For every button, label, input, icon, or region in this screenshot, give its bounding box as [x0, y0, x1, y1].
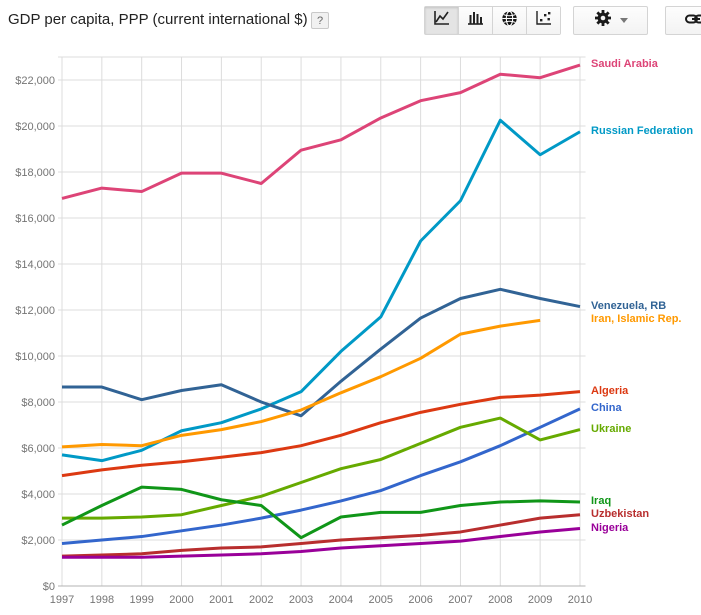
x-tick-label: 2006 — [408, 594, 432, 606]
legend-label-saudi-arabia[interactable]: Saudi Arabia — [591, 58, 658, 71]
legend-label-ukraine[interactable]: Ukraine — [591, 422, 632, 435]
x-tick-label: 1998 — [90, 594, 114, 606]
y-tick-label: $2,000 — [21, 535, 55, 547]
y-tick-label: $14,000 — [15, 259, 55, 271]
globe-icon — [501, 10, 518, 32]
series-line-venezuela-rb[interactable] — [62, 287, 581, 418]
settings-button[interactable] — [573, 6, 648, 35]
series-line-iran-islamic-rep[interactable] — [61, 318, 541, 449]
link-icon — [685, 12, 701, 30]
y-tick-label: $12,000 — [15, 305, 55, 317]
legend-label-uzbekistan[interactable]: Uzbekistan — [591, 507, 650, 520]
x-tick-label: 2007 — [448, 594, 472, 606]
x-tick-label: 2004 — [329, 594, 353, 606]
x-tick-label: 1999 — [129, 594, 153, 606]
x-tick-label: 2002 — [249, 594, 273, 606]
y-tick-label: $6,000 — [21, 443, 55, 455]
toolbar — [0, 6, 701, 36]
page-title: GDP per capita, PPP (current internation… — [8, 11, 308, 28]
legend-label-algeria[interactable]: Algeria — [591, 384, 629, 397]
y-tick-label: $4,000 — [21, 489, 55, 501]
legend-label-iraq[interactable]: Iraq — [591, 495, 612, 508]
help-button[interactable]: ? — [311, 12, 329, 29]
x-tick-label: 2005 — [369, 594, 393, 606]
bar-chart-button[interactable] — [458, 7, 492, 34]
chart-type-button-group — [424, 6, 561, 35]
x-tick-label: 2009 — [528, 594, 552, 606]
series-line-uzbekistan[interactable] — [61, 513, 581, 558]
x-tick-label: 2001 — [209, 594, 233, 606]
link-button[interactable] — [665, 6, 701, 35]
y-tick-label: $20,000 — [15, 121, 55, 133]
line-chart-button[interactable] — [425, 7, 458, 34]
y-tick-label: $10,000 — [15, 351, 55, 363]
series-line-russian-federation[interactable] — [61, 118, 581, 463]
legend-label-russian-federation[interactable]: Russian Federation — [591, 124, 694, 137]
y-tick-label: $8,000 — [21, 397, 55, 409]
x-tick-label: 2003 — [289, 594, 313, 606]
x-tick-label: 2010 — [568, 594, 592, 606]
y-tick-label: $22,000 — [15, 75, 55, 87]
x-tick-label: 1997 — [50, 594, 74, 606]
series-line-saudi-arabia[interactable] — [61, 63, 581, 200]
legend-label-china[interactable]: China — [591, 401, 622, 414]
series-line-nigeria[interactable] — [62, 527, 581, 559]
series-line-iraq[interactable] — [61, 485, 581, 540]
chevron-down-icon — [619, 18, 628, 23]
legend-label-nigeria[interactable]: Nigeria — [591, 521, 629, 534]
bar-chart-icon — [467, 10, 484, 31]
series-lines — [61, 63, 581, 559]
axis-labels: $0 $2,000 $4,000 $6,000 $8,000 $10,000 $12,000… — [15, 75, 592, 606]
series-line-ukraine[interactable] — [62, 416, 581, 520]
legend-label-iran-islamic-rep[interactable]: Iran, Islamic Rep. — [591, 313, 682, 326]
scatter-icon — [535, 10, 552, 31]
map-button[interactable] — [492, 7, 526, 34]
line-chart-icon — [433, 10, 450, 31]
x-tick-label: 2008 — [488, 594, 512, 606]
y-tick-label: $18,000 — [15, 167, 55, 179]
y-tick-label: $0 — [43, 581, 55, 593]
y-tick-label: $16,000 — [15, 213, 55, 225]
x-tick-label: 2000 — [169, 594, 193, 606]
series-line-algeria[interactable] — [61, 390, 581, 478]
scatter-chart-button[interactable] — [526, 7, 560, 34]
legend-label-venezuela-rb[interactable]: Venezuela, RB — [591, 299, 667, 312]
series-line-china[interactable] — [61, 407, 581, 545]
gear-icon — [594, 9, 612, 32]
